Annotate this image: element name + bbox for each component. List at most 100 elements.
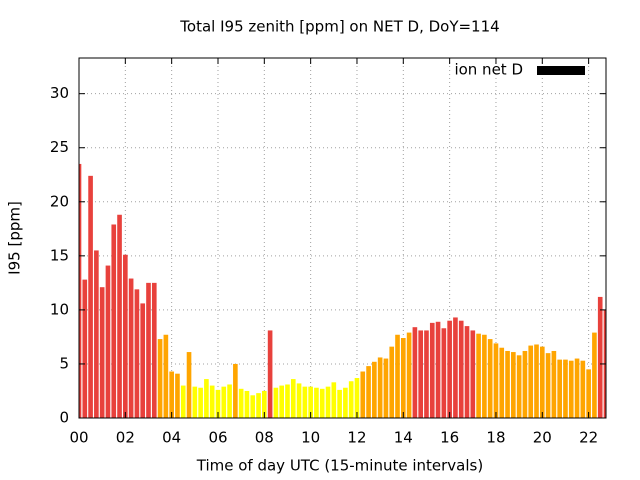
bar — [233, 363, 238, 418]
bar — [400, 338, 406, 418]
bar — [314, 387, 319, 418]
x-tick-label: 04 — [162, 429, 181, 447]
y-tick-label: 10 — [50, 300, 69, 318]
bars — [79, 163, 606, 418]
bar — [360, 371, 366, 418]
bar — [406, 332, 412, 418]
bar — [348, 381, 354, 418]
legend-swatch — [537, 66, 585, 75]
bar — [146, 282, 151, 418]
bar — [499, 347, 505, 418]
bar — [175, 373, 180, 418]
bar — [447, 320, 452, 418]
bar — [522, 350, 528, 418]
bar — [557, 359, 562, 418]
bar — [418, 330, 423, 418]
bar — [285, 384, 290, 418]
bar — [412, 327, 418, 418]
bar — [169, 371, 174, 418]
bar — [325, 386, 331, 418]
bar — [128, 278, 134, 418]
x-tick-label: 14 — [394, 429, 413, 447]
x-tick-label: 16 — [440, 429, 459, 447]
bar — [470, 330, 476, 418]
bar — [597, 296, 603, 418]
bar — [539, 346, 545, 418]
bar — [441, 328, 447, 418]
x-tick-label: 06 — [208, 429, 227, 447]
bar — [99, 287, 105, 418]
bar — [493, 343, 499, 418]
bar — [337, 389, 342, 418]
bar — [528, 345, 534, 418]
bar — [568, 360, 574, 418]
bar — [105, 265, 111, 418]
bar — [476, 333, 481, 418]
bar — [511, 352, 516, 418]
bar — [180, 385, 186, 418]
bar — [319, 388, 325, 418]
bar — [204, 379, 209, 418]
bar — [140, 303, 146, 418]
bar — [534, 344, 539, 418]
bar — [88, 175, 93, 418]
x-tick-label: 02 — [116, 429, 135, 447]
bar — [429, 322, 435, 418]
bar — [296, 383, 302, 418]
bar — [545, 353, 551, 418]
bar — [82, 279, 88, 418]
bar — [366, 366, 371, 418]
bar — [262, 390, 267, 418]
bar — [383, 358, 389, 418]
bar — [354, 378, 360, 418]
y-tick-label: 30 — [50, 84, 69, 102]
y-axis-label: I95 [ppm] — [6, 201, 24, 275]
y-tick-label: 5 — [59, 354, 69, 372]
y-tick-label: 20 — [50, 192, 69, 210]
x-tick-label: 22 — [579, 429, 598, 447]
bar — [389, 346, 395, 418]
bar — [487, 339, 493, 418]
bar — [377, 357, 383, 418]
y-tick-label: 15 — [50, 246, 69, 264]
bar — [279, 385, 285, 418]
bar — [290, 379, 296, 418]
x-tick-label: 12 — [347, 429, 366, 447]
bar — [516, 355, 522, 418]
plot-frame — [78, 57, 607, 419]
bar — [574, 358, 580, 418]
bar — [453, 317, 458, 418]
x-tick-label: 08 — [255, 429, 274, 447]
bar — [244, 390, 250, 418]
legend-label: ion net D — [454, 61, 523, 79]
bar — [505, 350, 510, 418]
bar — [215, 389, 221, 418]
bar — [134, 289, 140, 418]
bar — [308, 386, 313, 418]
bar — [586, 369, 591, 418]
x-tick-label: 18 — [486, 429, 505, 447]
bar — [482, 334, 487, 418]
bar — [580, 360, 586, 418]
bar — [94, 250, 99, 418]
bar — [209, 385, 215, 418]
bar — [227, 384, 232, 418]
bar — [563, 359, 568, 418]
bar — [250, 395, 256, 418]
bar — [151, 282, 157, 418]
bar — [198, 387, 203, 418]
x-tick-label: 00 — [69, 429, 88, 447]
chart-title: Total I95 zenith [ppm] on NET D, DoY=114 — [179, 18, 499, 36]
bar — [331, 382, 337, 418]
y-tick-label: 0 — [59, 409, 69, 427]
bar — [592, 332, 597, 418]
bar — [435, 321, 441, 418]
bar — [372, 361, 377, 418]
bar — [186, 352, 192, 418]
bar — [458, 320, 464, 418]
bar — [117, 214, 122, 418]
bar — [424, 330, 429, 418]
bar — [464, 326, 470, 418]
y-tick-label: 25 — [50, 138, 69, 156]
